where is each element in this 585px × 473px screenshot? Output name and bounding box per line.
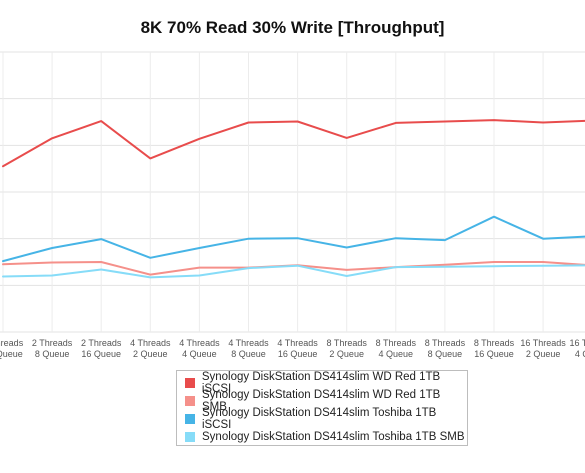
legend-swatch xyxy=(185,378,195,388)
x-tick-label: 8 Threads 2 Queue xyxy=(327,338,368,359)
x-tick-label: 2 Threads 16 Queue xyxy=(81,338,122,359)
series-lines xyxy=(2,119,585,279)
legend-label: Synology DiskStation DS414slim WD Red 1T… xyxy=(201,389,441,413)
x-tick-label-line: 4 Threads xyxy=(179,338,220,348)
x-tick-label: 4 Threads 4 Queue xyxy=(179,338,220,359)
legend-item[interactable]: Synology DiskStation DS414slim WD Red 1T… xyxy=(185,389,467,413)
x-tick-label-line: 8 Queue xyxy=(231,349,266,359)
x-tick-label-line: 8 Threads xyxy=(376,338,417,348)
x-tick-label-line: 16 Queue xyxy=(81,349,121,359)
x-tick-label: 4 Threads 8 Queue xyxy=(228,338,269,359)
x-tick-label-line: 8 Threads xyxy=(327,338,368,348)
x-tick-label-line: 16 Queue xyxy=(0,349,23,359)
x-tick-label: 2 Threads 8 Queue xyxy=(32,338,73,359)
x-tick-label-line: 4 Queue xyxy=(182,349,217,359)
legend-label: Synology DiskStation DS414slim WD Red 1T… xyxy=(201,371,441,395)
series-line xyxy=(2,215,585,263)
legend: Synology DiskStation DS414slim WD Red 1T… xyxy=(176,370,468,446)
chart-title: 8K 70% Read 30% Write [Throughput] xyxy=(140,18,445,37)
legend-swatch xyxy=(185,414,195,424)
x-tick-label: 16 Threads 2 Queue xyxy=(520,338,566,359)
legend-label: Synology DiskStation DS414slim Toshiba 1… xyxy=(202,431,465,443)
x-tick-label-line: 1 Threads xyxy=(0,338,24,348)
legend-swatch xyxy=(185,432,195,442)
series-line xyxy=(2,264,585,279)
x-tick-label-line: 8 Queue xyxy=(428,349,463,359)
legend-item[interactable]: Synology DiskStation DS414slim Toshiba 1… xyxy=(185,407,467,431)
x-tick-label-line: 8 Threads xyxy=(425,338,466,348)
x-tick-label-line: 2 Queue xyxy=(329,349,364,359)
x-tick-label: 8 Threads 4 Queue xyxy=(376,338,417,359)
x-tick-label-line: 2 Queue xyxy=(526,349,561,359)
legend-item[interactable]: Synology DiskStation DS414slim Toshiba 1… xyxy=(185,428,467,446)
x-tick-label: 4 Threads 16 Queue xyxy=(277,338,318,359)
x-tick-label: 8 Threads 8 Queue xyxy=(425,338,466,359)
x-tick-label-line: 2 Queue xyxy=(133,349,168,359)
x-tick-label-line: 16 Threads xyxy=(570,338,585,348)
x-tick-label: 8 Threads 16 Queue xyxy=(474,338,515,359)
legend-label: Synology DiskStation DS414slim Toshiba 1… xyxy=(201,407,437,431)
x-tick-label-line: 4 Queue xyxy=(575,349,585,359)
x-tick-label-line: 4 Threads xyxy=(130,338,171,348)
gridlines xyxy=(0,51,585,333)
x-tick-label-line: 4 Threads xyxy=(277,338,318,348)
x-tick-label-line: 8 Queue xyxy=(35,349,70,359)
x-tick-label-line: 2 Threads xyxy=(32,338,73,348)
series-line xyxy=(2,261,585,276)
x-tick-label-line: 4 Queue xyxy=(379,349,414,359)
x-tick-label-line: 16 Queue xyxy=(278,349,318,359)
x-tick-label-line: 4 Threads xyxy=(228,338,269,348)
x-tick-label-line: 8 Threads xyxy=(474,338,515,348)
x-tick-label-line: 16 Queue xyxy=(474,349,514,359)
x-tick-label: 4 Threads 2 Queue xyxy=(130,338,171,359)
legend-swatch xyxy=(185,396,195,406)
legend-item[interactable]: Synology DiskStation DS414slim WD Red 1T… xyxy=(185,371,467,395)
series-line xyxy=(2,119,585,168)
x-tick-label-line: 16 Threads xyxy=(520,338,566,348)
x-tick-label-line: 2 Threads xyxy=(81,338,122,348)
